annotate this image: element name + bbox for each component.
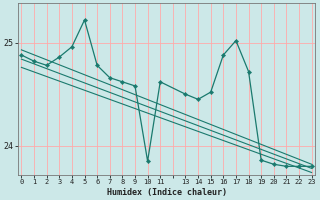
X-axis label: Humidex (Indice chaleur): Humidex (Indice chaleur) bbox=[107, 188, 227, 197]
